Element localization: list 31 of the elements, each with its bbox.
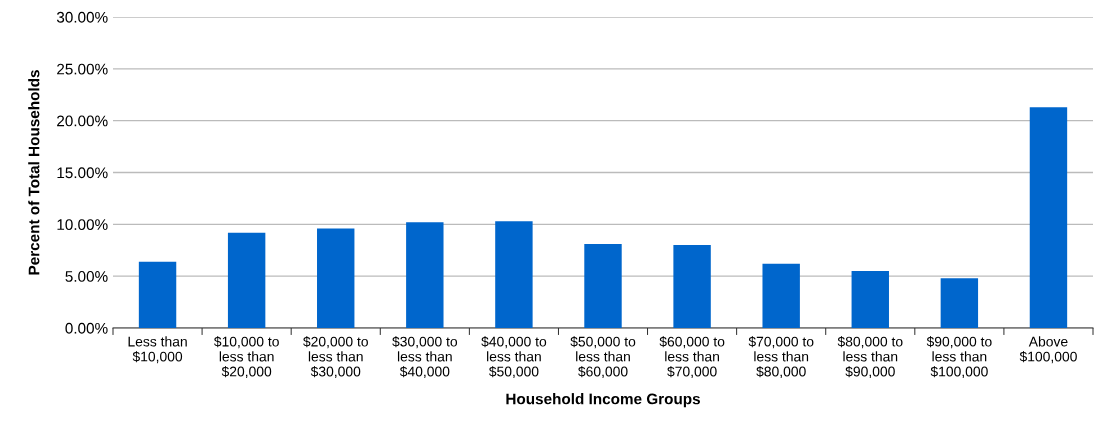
x-tick-label: $60,000 to less than $70,000 <box>659 336 725 379</box>
bar <box>406 222 444 328</box>
x-tick-label: $10,000 to less than $20,000 <box>213 336 279 379</box>
bar <box>227 232 266 328</box>
bar <box>762 263 800 328</box>
y-axis-title: Percent of Total Households <box>28 70 40 275</box>
x-tick-label: $90,000 to less than $100,000 <box>926 336 992 379</box>
bar <box>138 261 177 328</box>
x-tick-label: $20,000 to less than $30,000 <box>303 336 368 379</box>
y-tick-label: 20.00% <box>57 115 108 127</box>
bar <box>495 221 533 328</box>
x-tick-label: $30,000 to less than $40,000 <box>392 336 458 379</box>
y-tick-label: 25.00% <box>57 63 108 75</box>
y-tick-label: 0.00% <box>65 322 108 334</box>
x-tick-label: $50,000 to less than $60,000 <box>570 336 636 379</box>
y-tick-label: 5.00% <box>65 271 108 282</box>
bar <box>584 244 622 328</box>
x-tick-label: Less than $10,000 <box>128 336 187 364</box>
x-tick-label: $80,000 to less than $90,000 <box>837 336 903 379</box>
x-tick-label: Above $100,000 <box>1019 336 1077 364</box>
bar <box>317 228 355 328</box>
y-tick-label: 30.00% <box>56 11 108 23</box>
x-tick-label: $40,000 to less than $50,000 <box>481 336 547 379</box>
x-axis-title: Household Income Groups <box>506 393 700 408</box>
bar <box>673 245 711 328</box>
bar <box>851 270 889 328</box>
y-tick-label: 10.00% <box>57 219 108 231</box>
x-tick-label: $70,000 to less than $80,000 <box>748 336 814 379</box>
y-tick-label: 15.00% <box>57 167 108 179</box>
bar <box>940 278 979 328</box>
bar <box>1029 107 1068 328</box>
